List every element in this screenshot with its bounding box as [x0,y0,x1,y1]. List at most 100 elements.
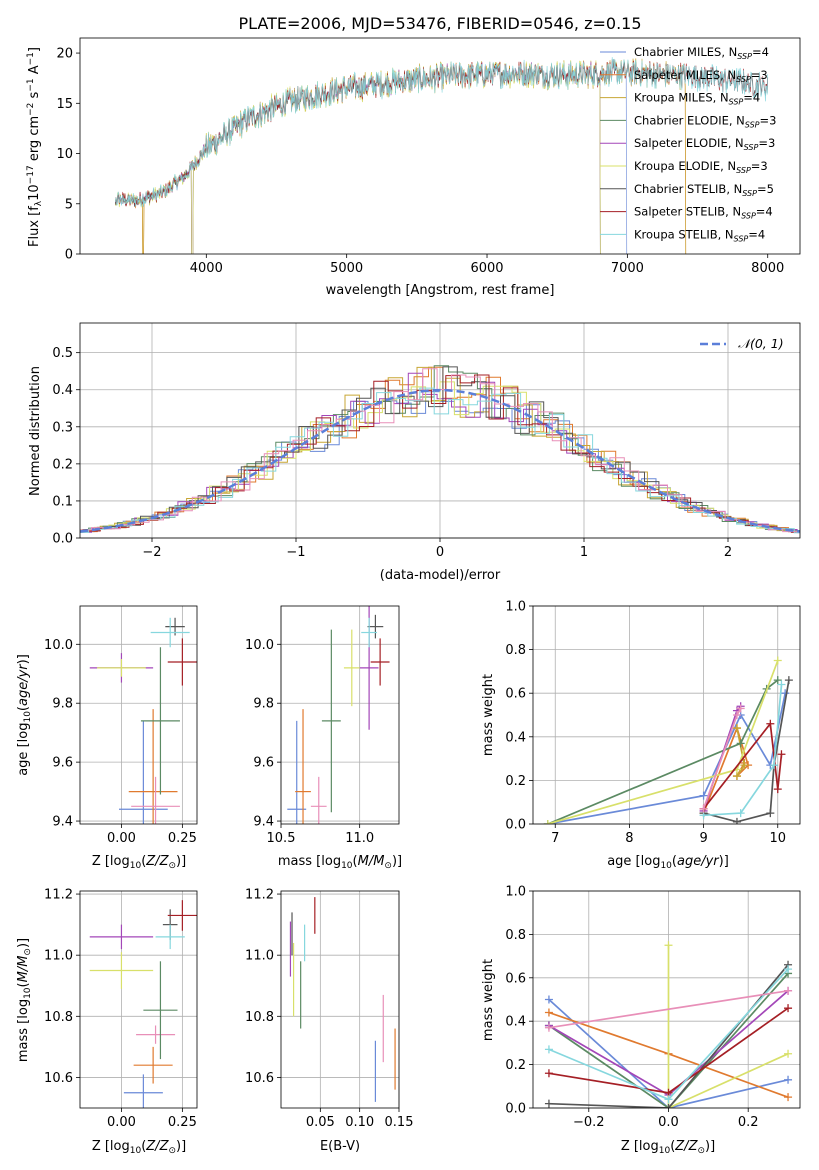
residuals-plot-area [80,365,800,534]
mw-vs-z-plot-area [544,941,793,1108]
spectrum-xtick-label: 5000 [330,261,363,276]
age-vs-mass-ytick-label: 10.0 [245,638,274,653]
spectrum-xlabel: wavelength [Angstrom, rest frame] [326,283,555,298]
mw-vs-z-series-line [548,972,789,1108]
mw-vs-age-marker [777,680,786,689]
mw-vs-age-series-line [547,679,779,824]
mass-vs-ebv-xlabel: E(B-V) [320,1139,360,1154]
mw-vs-z-ylabel: mass weight [481,959,496,1041]
mass-vs-z-ytick-label: 11.2 [44,888,73,903]
age-vs-mass-xtick-label: 11.0 [345,831,374,846]
spectrum-legend-label: Kroupa MILES, NSSP=4 [634,91,760,107]
mw-vs-age-ytick-label: 1.0 [505,600,526,615]
mw-vs-age-marker [699,791,708,800]
spectrum-legend-label: Chabrier STELIB, NSSP=5 [634,182,774,198]
residuals-ylabel: Normed distribution [28,366,43,496]
mw-vs-age-plot-area [543,656,793,824]
mw-vs-age-marker [732,724,741,733]
age-vs-mass-plot-area [287,606,390,824]
mass-vs-ebv-ytick-label: 11.0 [245,949,274,964]
mw-vs-age-ylabel: mass weight [481,674,496,756]
residuals-frame [79,322,801,539]
age-vs-mass-xlabel: mass [log10(M/M⊙)] [278,854,402,871]
age-vs-z-ytick-label: 9.6 [52,756,73,771]
spectrum-panel: wavelength [Angstrom, rest frame] Flux [… [26,37,801,298]
mw-vs-age-ytick-label: 0.8 [505,643,526,658]
mw-vs-age-marker [781,689,790,698]
residuals-xtick-label: −1 [286,545,305,560]
spectrum-legend-label: Kroupa ELODIE, NSSP=3 [634,159,768,175]
spectrum-legend-label: Chabrier MILES, NSSP=4 [634,45,769,61]
mw-vs-age-marker [773,785,782,794]
age-vs-mass-ytick-label: 9.4 [253,815,274,830]
mw-vs-age-xtick-label: 9 [699,831,707,846]
residuals-ytick-label: 0.5 [52,346,73,361]
mw-vs-age-marker [770,761,779,770]
mw-vs-age-series-line [547,693,787,824]
age-vs-z-xlabel: Z [log10(Z/Z⊙)] [92,854,186,871]
spectrum-ytick-label: 0 [65,248,73,263]
mw-vs-age-marker [736,704,745,713]
mw-vs-age-marker [766,719,775,728]
spectrum-xtick-label: 4000 [190,261,223,276]
mw-vs-z-marker [664,941,673,950]
mw-vs-z-marker [784,1075,793,1084]
mw-vs-age-xtick-label: 8 [625,831,633,846]
spectrum-xtick-label: 7000 [611,261,644,276]
residuals-xtick-label: 0 [436,545,444,560]
spectrum-xtick-label: 6000 [470,261,503,276]
mass-vs-ebv-frame [280,890,400,1109]
mass-vs-z-ytick-label: 10.8 [44,1010,73,1025]
spectrum-series-line [115,57,769,207]
mass-vs-z-ytick-label: 10.6 [44,1071,73,1086]
mw-vs-age-marker [740,761,749,770]
mw-vs-z-ytick-label: 0.4 [505,1015,526,1030]
mw-vs-age-xlabel: age [log10(age/yr)] [607,854,729,871]
residuals-legend-label: 𝒩(0, 1) [738,336,784,351]
mass-vs-ebv-plot-area [289,897,396,1102]
mass-vs-ebv-xtick-label: 0.10 [345,1115,374,1130]
mass-vs-ebv-ytick-label: 10.6 [245,1071,274,1086]
figure-title: PLATE=2006, MJD=53476, FIBERID=0546, z=0… [238,14,641,33]
residuals-histogram [80,374,800,533]
age-vs-z-ylabel: age [log10(age/yr)] [16,654,33,776]
mw-vs-age-series-line [547,660,779,824]
mass-vs-z-ylabel: mass [log10(M/M⊙)] [16,938,33,1062]
spectrum-series-line [115,62,601,254]
spectrum-series-line [115,62,628,254]
spectrum-legend-label: Chabrier ELODIE, NSSP=3 [634,113,776,129]
mw-vs-age-marker [766,809,775,818]
age-vs-z-ytick-label: 9.4 [52,815,73,830]
age-vs-z-frame [79,605,198,825]
residuals-ytick-label: 0.4 [52,383,73,398]
mw-vs-age-marker [736,809,745,818]
mw-vs-z-xtick-label: 0.0 [658,1115,679,1130]
spectrum-frame [79,37,801,255]
mw-vs-z-ytick-label: 0.2 [505,1058,526,1073]
mw-vs-z-ytick-label: 1.0 [505,885,526,900]
mw-vs-z-marker [784,1093,793,1102]
mw-vs-z-series-line [667,945,789,1108]
mass-vs-z-xlabel: Z [log10(Z/Z⊙)] [92,1139,186,1156]
gaussian-curve [80,388,800,533]
residuals-ytick-label: 0.0 [52,532,73,547]
mw-vs-age-marker [699,804,708,813]
mw-vs-z-marker [664,1104,673,1108]
residuals-xlabel: (data-model)/error [380,568,501,583]
mw-vs-age-xtick-label: 10 [769,831,786,846]
spectrum-ylabel: Flux [fλ10−17 erg cm−2 s−1 A−1] [26,47,44,247]
age-vs-z-plot-area [89,617,197,824]
age-vs-mass-panel: mass [log10(M/M⊙)] 10.5 11.0 9.4 9.6 9.8 10.0 [245,605,402,871]
mass-vs-ebv-xtick-label: 0.15 [385,1115,414,1130]
age-vs-mass-ytick-label: 9.8 [253,697,274,712]
mw-vs-z-xtick-label: 0.2 [738,1115,759,1130]
mw-vs-z-frame [532,890,801,1109]
residuals-xtick-label: −2 [142,545,161,560]
mass-vs-z-xtick-label: 0.00 [107,1115,136,1130]
mass-vs-z-panel: Z [log10(Z/Z⊙)] mass [log10(M/M⊙)] 0.00 0… [16,888,198,1156]
residuals-histogram [80,366,800,532]
age-vs-z-ytick-label: 9.8 [52,697,73,712]
spectrum-legend-label: Kroupa STELIB, NSSP=4 [634,227,765,243]
mw-vs-z-ytick-label: 0.6 [505,971,526,986]
residuals-ytick-label: 0.2 [52,457,73,472]
